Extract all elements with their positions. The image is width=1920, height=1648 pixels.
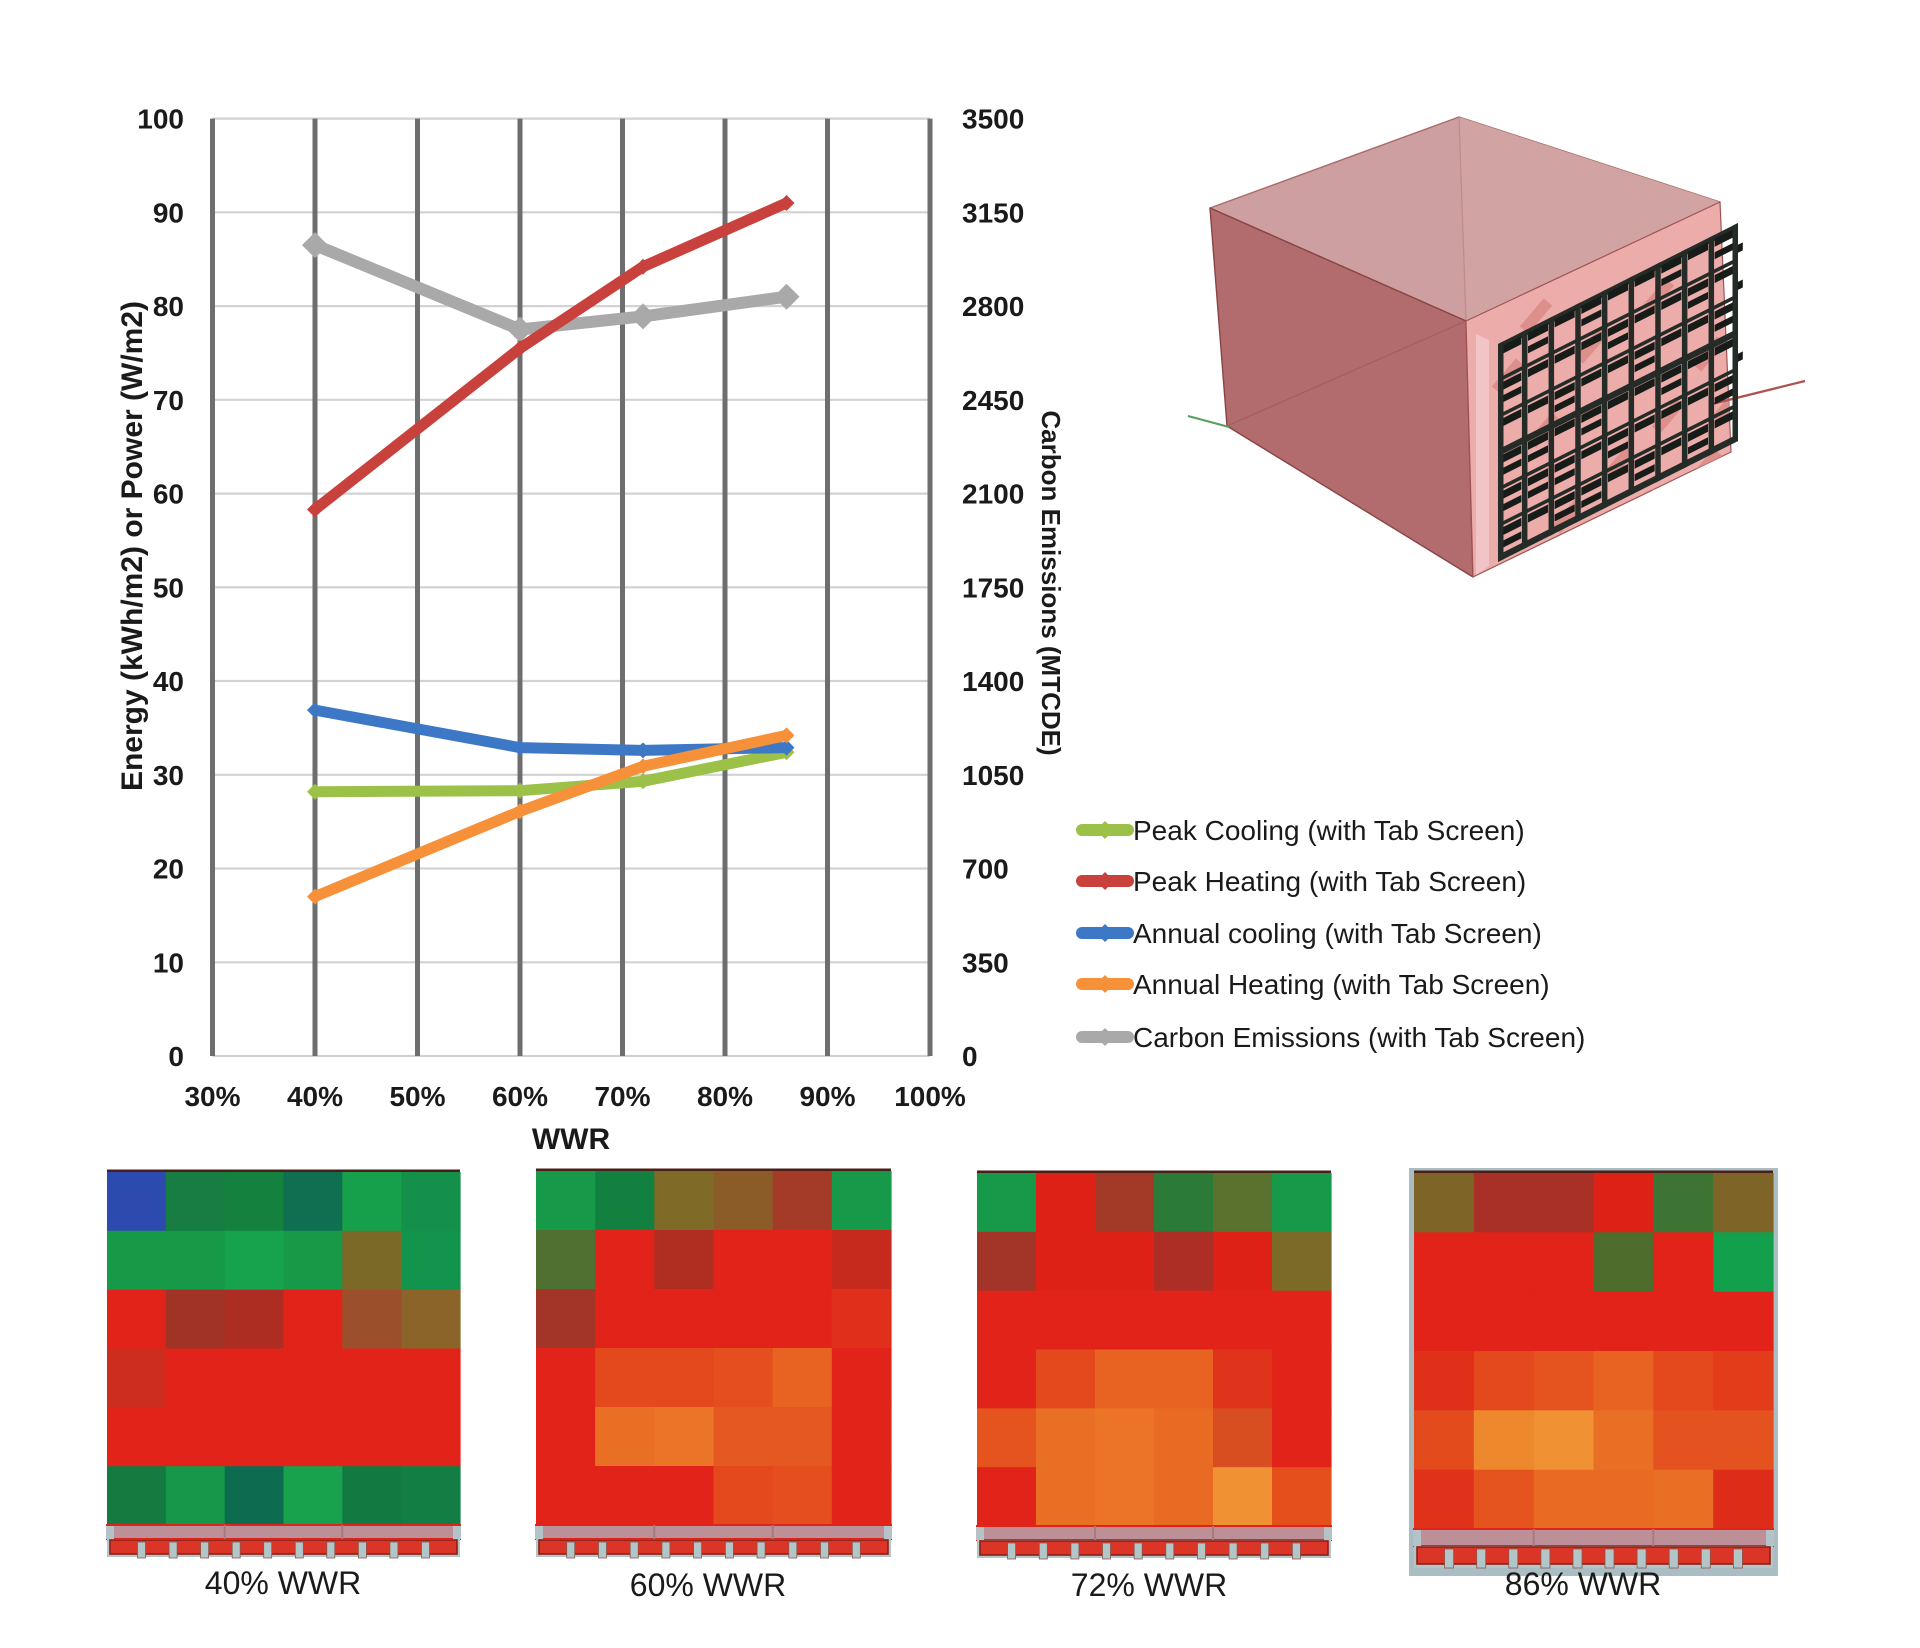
svg-text:90: 90 <box>153 197 184 228</box>
svg-text:80%: 80% <box>697 1081 753 1112</box>
svg-text:70: 70 <box>153 385 184 416</box>
svg-text:Energy (kWh/m2) or Power (W/m2: Energy (kWh/m2) or Power (W/m2) <box>116 301 149 791</box>
svg-text:60%: 60% <box>492 1081 548 1112</box>
svg-text:2450: 2450 <box>962 385 1024 416</box>
svg-text:10: 10 <box>153 947 184 978</box>
svg-text:70%: 70% <box>594 1081 650 1112</box>
svg-text:3150: 3150 <box>962 197 1024 228</box>
svg-text:Annual Heating (with Tab Scree: Annual Heating (with Tab Screen) <box>1133 969 1550 1000</box>
svg-text:100%: 100% <box>894 1081 966 1112</box>
svg-text:Carbon Emissions (MTCDE): Carbon Emissions (MTCDE) <box>1036 410 1066 755</box>
svg-text:90%: 90% <box>799 1081 855 1112</box>
svg-text:Carbon Emissions (with Tab Scr: Carbon Emissions (with Tab Screen) <box>1133 1022 1585 1053</box>
svg-text:2800: 2800 <box>962 291 1024 322</box>
svg-text:1400: 1400 <box>962 666 1024 697</box>
svg-text:0: 0 <box>168 1041 184 1072</box>
svg-text:1050: 1050 <box>962 760 1024 791</box>
svg-text:350: 350 <box>962 947 1009 978</box>
svg-text:2100: 2100 <box>962 479 1024 510</box>
svg-text:WWR: WWR <box>532 1123 611 1156</box>
svg-text:700: 700 <box>962 854 1009 885</box>
svg-text:100: 100 <box>137 104 184 135</box>
svg-text:40% WWR: 40% WWR <box>205 1565 361 1601</box>
svg-text:50%: 50% <box>389 1081 445 1112</box>
svg-text:Peak Cooling (with Tab Screen): Peak Cooling (with Tab Screen) <box>1133 815 1525 846</box>
svg-text:0: 0 <box>962 1041 978 1072</box>
svg-text:80: 80 <box>153 291 184 322</box>
svg-text:1750: 1750 <box>962 572 1024 603</box>
svg-text:30%: 30% <box>184 1081 240 1112</box>
svg-text:86% WWR: 86% WWR <box>1505 1566 1661 1602</box>
svg-text:30: 30 <box>153 760 184 791</box>
svg-text:Annual cooling (with Tab Scree: Annual cooling (with Tab Screen) <box>1133 918 1542 949</box>
svg-text:50: 50 <box>153 572 184 603</box>
svg-text:40: 40 <box>153 666 184 697</box>
svg-text:60% WWR: 60% WWR <box>630 1567 786 1603</box>
svg-text:20: 20 <box>153 854 184 885</box>
svg-text:60: 60 <box>153 479 184 510</box>
svg-text:72% WWR: 72% WWR <box>1071 1567 1227 1603</box>
svg-text:3500: 3500 <box>962 104 1024 135</box>
svg-text:Peak Heating (with Tab Screen): Peak Heating (with Tab Screen) <box>1133 866 1526 897</box>
svg-text:40%: 40% <box>287 1081 343 1112</box>
